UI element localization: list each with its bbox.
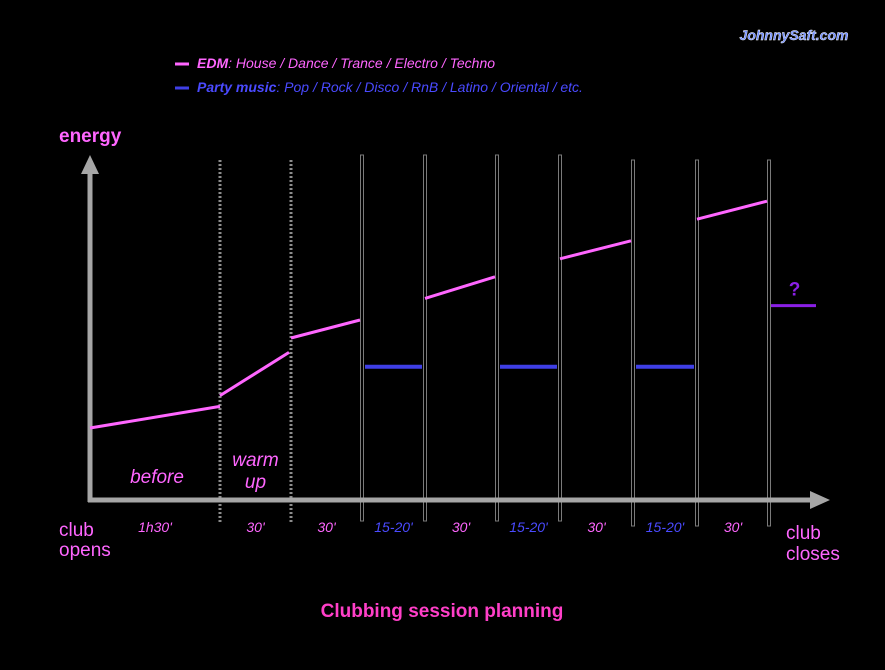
legend-edm: EDM: House / Dance / Trance / Electro / …	[197, 55, 495, 71]
x-end-label: club closes	[786, 523, 840, 565]
segment-labels: before warm up?	[130, 280, 800, 493]
x-end-label-line1: club	[786, 523, 821, 544]
legend-edm-desc: : House / Dance / Trance / Electro / Tec…	[228, 55, 495, 71]
divider	[423, 154, 427, 522]
legend-edm-name: EDM	[197, 55, 228, 71]
x-axis-arrow	[810, 491, 830, 509]
x-start-label-line2: opens	[59, 540, 111, 561]
watermark: JohnnySaft.com	[740, 27, 849, 43]
x-start-label-line1: club	[59, 520, 94, 541]
duration-label: 30'	[587, 519, 607, 535]
segment-label-line: before	[130, 467, 184, 488]
x-start-label: club opens	[59, 520, 111, 561]
divider	[495, 154, 499, 522]
duration-label: 30'	[452, 519, 472, 535]
chart-title: Clubbing session planning	[321, 601, 564, 622]
segment-label: warm up	[232, 450, 278, 493]
duration-label: 30'	[317, 519, 337, 535]
duration-label: 15-20'	[374, 519, 414, 535]
divider	[695, 159, 699, 527]
duration-label: 30'	[724, 519, 744, 535]
y-axis-arrow	[81, 155, 99, 174]
divider	[767, 159, 771, 527]
duration-label: 15-20'	[509, 519, 549, 535]
energy-segment-1	[89, 404, 221, 430]
segment-label-line: up	[245, 472, 266, 493]
duration-label: 1h30'	[138, 519, 173, 535]
energy-segment-7	[559, 239, 632, 261]
legend-party-desc: : Pop / Rock / Disco / RnB / Latino / Or…	[276, 79, 583, 95]
energy-segment-2	[219, 351, 290, 397]
duration-label: 15-20'	[646, 519, 686, 535]
energy-segment-3	[290, 318, 361, 340]
axes	[81, 155, 830, 509]
legend: EDM: House / Dance / Trance / Electro / …	[175, 55, 583, 95]
duration-label: 30'	[246, 519, 266, 535]
energy-segment-5	[424, 275, 496, 300]
section-dividers	[218, 154, 771, 527]
unknown-marker: ?	[789, 280, 801, 301]
legend-party-name: Party music	[197, 79, 277, 95]
divider	[631, 159, 635, 527]
divider	[558, 154, 562, 522]
divider	[360, 154, 364, 522]
segment-label-line: warm	[232, 450, 278, 471]
energy-segments	[89, 199, 816, 430]
x-end-label-line2: closes	[786, 544, 840, 565]
segment-label: before	[130, 467, 184, 488]
legend-party: Party music: Pop / Rock / Disco / RnB / …	[197, 79, 583, 95]
duration-labels: 1h30' 30' 30' 15-20' 30' 15-20' 30' 15-20' 30'	[138, 519, 743, 535]
y-axis-label: energy	[59, 126, 122, 147]
energy-segment-9	[696, 199, 768, 221]
